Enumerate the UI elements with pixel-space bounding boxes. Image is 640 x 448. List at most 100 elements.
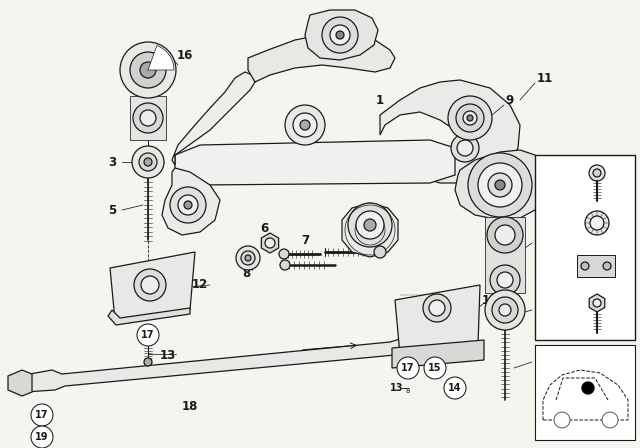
Circle shape	[478, 163, 522, 207]
Text: 7: 7	[301, 233, 309, 246]
Text: 9: 9	[506, 94, 514, 107]
Circle shape	[451, 134, 479, 162]
Text: 8: 8	[406, 388, 410, 394]
Circle shape	[280, 260, 290, 270]
Circle shape	[293, 113, 317, 137]
Text: 17: 17	[401, 363, 415, 373]
Polygon shape	[175, 140, 455, 185]
Circle shape	[178, 195, 198, 215]
Bar	[485, 217, 525, 293]
Circle shape	[300, 120, 310, 130]
Polygon shape	[380, 80, 520, 183]
Polygon shape	[108, 308, 190, 325]
Circle shape	[285, 105, 325, 145]
Circle shape	[330, 25, 350, 45]
Text: 6: 6	[260, 221, 268, 234]
Text: CC079344: CC079344	[557, 434, 593, 443]
Text: 14: 14	[448, 383, 461, 393]
Circle shape	[495, 180, 505, 190]
Polygon shape	[248, 35, 395, 82]
Text: 17: 17	[141, 330, 155, 340]
Circle shape	[593, 169, 601, 177]
Circle shape	[593, 299, 601, 307]
Circle shape	[356, 211, 384, 239]
Circle shape	[456, 104, 484, 132]
Text: 19: 19	[35, 432, 49, 442]
Polygon shape	[110, 252, 195, 320]
Bar	[577, 255, 615, 277]
Circle shape	[448, 96, 492, 140]
Circle shape	[120, 42, 176, 98]
Circle shape	[444, 377, 466, 399]
Circle shape	[139, 153, 157, 171]
Text: 17: 17	[35, 410, 49, 420]
Circle shape	[31, 404, 53, 426]
Circle shape	[170, 187, 206, 223]
Circle shape	[397, 357, 419, 379]
Text: 12: 12	[192, 277, 208, 290]
Circle shape	[603, 262, 611, 270]
Circle shape	[423, 294, 451, 322]
Circle shape	[582, 382, 594, 394]
Polygon shape	[455, 150, 545, 220]
Circle shape	[468, 153, 532, 217]
Circle shape	[602, 412, 618, 428]
Circle shape	[140, 110, 156, 126]
Text: 12: 12	[482, 293, 498, 306]
Circle shape	[133, 103, 163, 133]
Text: 1: 1	[376, 94, 384, 107]
Polygon shape	[162, 168, 220, 235]
Text: 19: 19	[540, 172, 556, 182]
Polygon shape	[8, 370, 32, 396]
Circle shape	[589, 165, 605, 181]
Polygon shape	[400, 328, 430, 352]
Polygon shape	[342, 203, 398, 257]
Polygon shape	[261, 233, 278, 253]
Circle shape	[348, 203, 392, 247]
Text: 17: 17	[540, 218, 556, 228]
Circle shape	[492, 297, 518, 323]
Text: 5: 5	[536, 356, 544, 369]
Bar	[535, 155, 635, 340]
Circle shape	[140, 62, 156, 78]
Text: 4: 4	[536, 302, 544, 314]
Circle shape	[495, 225, 515, 245]
Circle shape	[245, 255, 251, 261]
Circle shape	[31, 426, 53, 448]
Circle shape	[265, 238, 275, 248]
Circle shape	[554, 412, 570, 428]
Text: 13: 13	[160, 349, 176, 362]
Circle shape	[424, 357, 446, 379]
Circle shape	[241, 251, 255, 265]
Circle shape	[499, 304, 511, 316]
Text: 18: 18	[182, 400, 198, 413]
Circle shape	[467, 115, 473, 121]
Circle shape	[184, 201, 192, 209]
Polygon shape	[392, 340, 484, 368]
Text: 3: 3	[108, 155, 116, 168]
Polygon shape	[589, 294, 605, 312]
Circle shape	[374, 246, 386, 258]
Circle shape	[457, 140, 473, 156]
Polygon shape	[395, 285, 480, 355]
Circle shape	[581, 262, 589, 270]
Text: 15: 15	[428, 363, 442, 373]
Text: 14: 14	[540, 302, 556, 312]
Circle shape	[488, 173, 512, 197]
Wedge shape	[148, 46, 174, 70]
Text: 10: 10	[347, 233, 363, 246]
Circle shape	[364, 219, 376, 231]
Polygon shape	[305, 10, 378, 60]
Circle shape	[585, 211, 609, 235]
Circle shape	[336, 31, 344, 39]
Text: 8: 8	[242, 267, 250, 280]
Circle shape	[141, 276, 159, 294]
Circle shape	[490, 265, 520, 295]
Text: 13: 13	[390, 383, 403, 393]
Text: 11: 11	[537, 72, 553, 85]
Circle shape	[497, 272, 513, 288]
Circle shape	[144, 358, 152, 366]
Circle shape	[144, 158, 152, 166]
Circle shape	[279, 249, 289, 259]
Circle shape	[130, 52, 166, 88]
